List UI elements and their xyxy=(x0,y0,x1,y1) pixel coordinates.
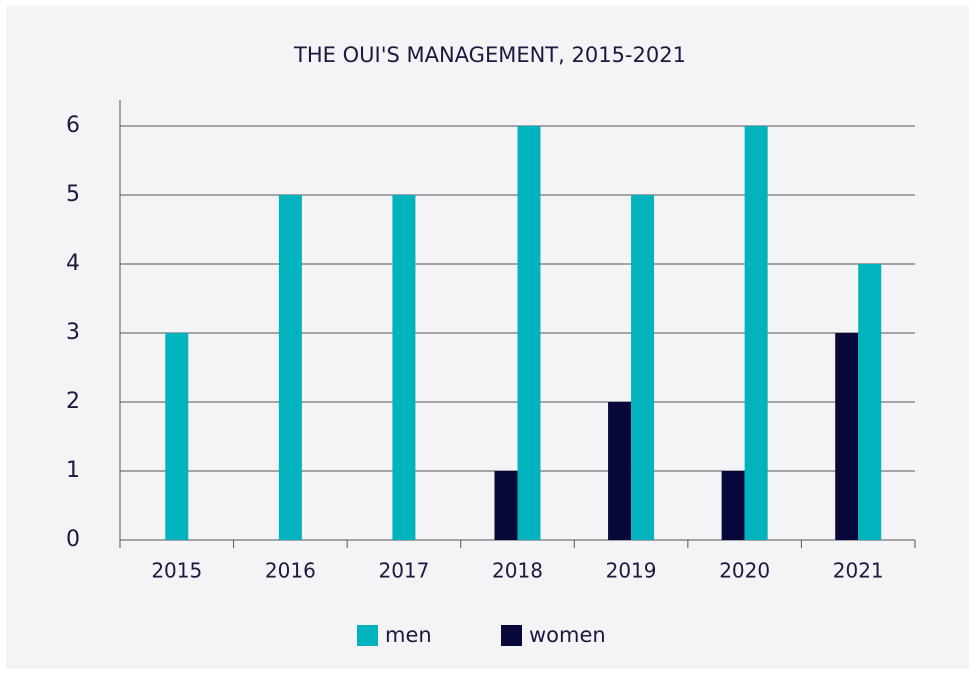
y-tick-label: 1 xyxy=(66,458,80,483)
legend-label: women xyxy=(529,623,606,647)
y-tick-label: 3 xyxy=(66,320,80,345)
x-tick-label: 2015 xyxy=(151,559,202,583)
bar xyxy=(631,195,655,540)
bar xyxy=(721,471,745,540)
legend-label: men xyxy=(385,623,432,647)
bar xyxy=(165,333,189,540)
x-tick-label: 2019 xyxy=(606,559,657,583)
y-tick-label: 2 xyxy=(66,389,80,414)
legend-swatch xyxy=(357,625,378,646)
bar xyxy=(392,195,416,540)
bar xyxy=(517,126,541,540)
bar xyxy=(608,402,632,540)
bar xyxy=(744,126,768,540)
x-tick-label: 2016 xyxy=(265,559,316,583)
bar xyxy=(494,471,518,540)
chart-title: THE OUI'S MANAGEMENT, 2015-2021 xyxy=(293,43,686,67)
y-tick-label: 6 xyxy=(66,113,80,138)
bar xyxy=(835,333,859,540)
bar xyxy=(278,195,302,540)
x-tick-label: 2018 xyxy=(492,559,543,583)
y-tick-label: 4 xyxy=(66,251,80,276)
x-tick-label: 2020 xyxy=(719,559,770,583)
bar xyxy=(858,264,882,540)
x-tick-label: 2017 xyxy=(378,559,429,583)
y-tick-label: 0 xyxy=(66,527,80,552)
y-tick-label: 5 xyxy=(66,182,80,207)
x-tick-label: 2021 xyxy=(833,559,884,583)
legend-swatch xyxy=(501,625,522,646)
